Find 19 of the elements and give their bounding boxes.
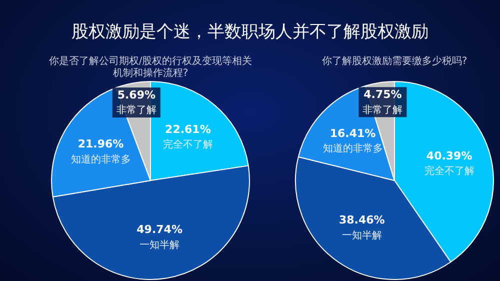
slice-label: 完全不了解 — [424, 165, 474, 178]
data-label: 5.69% — [117, 88, 156, 102]
data-label: 40.39% — [426, 149, 472, 162]
data-label: 21.96% — [78, 138, 124, 151]
slice-label: 知道的非常多 — [322, 142, 383, 155]
slice-label: 非常了解 — [362, 104, 403, 116]
slice-label: 非常了解 — [116, 104, 156, 116]
data-label: 49.74% — [136, 223, 182, 236]
slice-label: 一知半解 — [342, 229, 382, 242]
slice-label: 完全不了解 — [162, 138, 213, 151]
chart-subtitle: 你是否了解公司期权/股权的行权及变现等相关机制和操作流程? — [48, 56, 253, 80]
data-label: 22.61% — [165, 122, 211, 136]
slice-label: 知道的非常多 — [70, 153, 131, 166]
data-label: 4.75% — [364, 88, 402, 102]
data-label: 38.46% — [338, 214, 385, 227]
chart-subtitle: 你了解股权激励需要缴多少税吗? — [320, 56, 468, 68]
data-label: 16.41% — [330, 126, 376, 140]
slice-label: 一知半解 — [140, 238, 180, 251]
chart-title: 股权激励是个迷，半数职场人并不了解股权激励 — [70, 21, 430, 43]
